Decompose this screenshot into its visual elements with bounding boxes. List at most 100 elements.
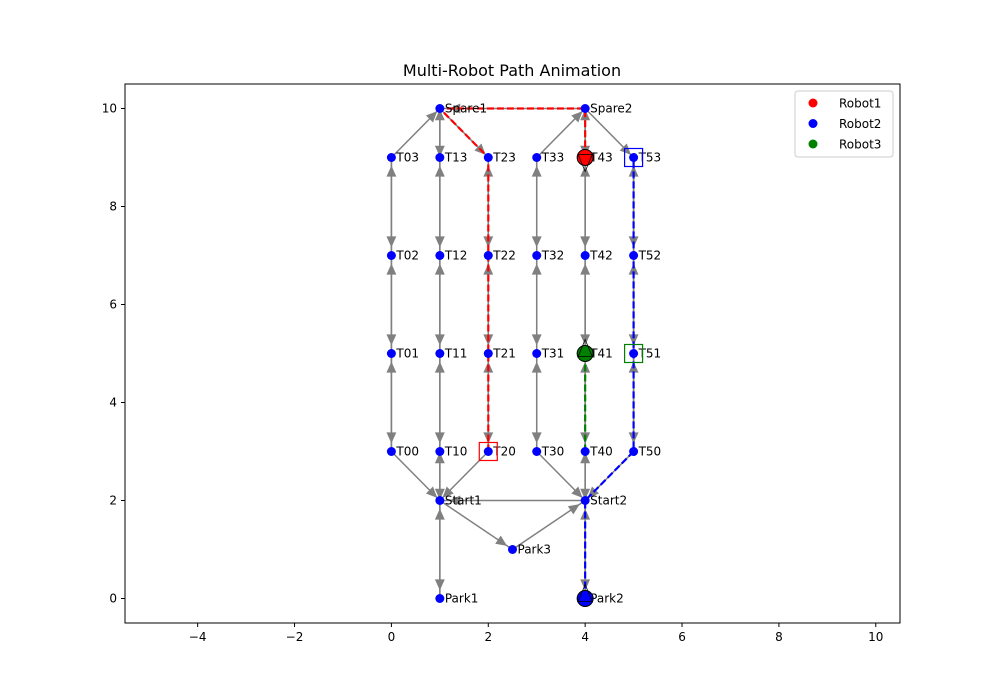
node-label-Park1: Park1 [445,592,479,606]
node-Park3 [508,545,517,554]
y-tick-label: 4 [109,396,117,410]
edge-arrow-T30-T31 [531,361,542,373]
legend-label-robot1: Robot1 [839,97,881,111]
edge-arrow-T20-Start1 [442,486,454,498]
node-label-Park3: Park3 [518,543,552,557]
edge-arrow-T12-T13 [434,165,445,177]
edge-arrow-Park1-Start1 [434,508,445,520]
edge-arrow-Spare2-Spare1 [449,103,461,114]
legend-marker-robot3 [808,139,818,149]
node-T50 [629,447,639,456]
node-T40 [580,447,590,456]
legend: Robot1 Robot2 Robot3 [794,90,894,158]
node-label-T20: T20 [492,445,516,459]
x-tick-label: 0 [388,630,396,644]
plot-area [124,83,901,624]
node-label-T40: T40 [589,445,613,459]
node-label-Start2: Start2 [590,494,627,508]
node-label-T50: T50 [638,445,662,459]
node-label-T01: T01 [395,347,419,361]
node-label-T42: T42 [589,249,613,263]
node-label-T33: T33 [541,151,565,165]
edge-arrow-T32-T33 [531,165,542,177]
y-tick-label: 10 [102,102,117,116]
axis-ticks: −4 −2 0 2 4 6 8 10 0 2 4 6 8 10 [102,102,884,645]
edge-arrow-Park3-Start2 [567,504,580,515]
node-label-T23: T23 [492,151,516,165]
node-T33 [532,153,542,162]
x-tick-label: 4 [581,630,589,644]
edge-arrow-T03-Spare1 [425,111,438,123]
node-T10 [435,447,445,456]
node-label-T00: T00 [395,445,419,459]
node-T02 [386,251,396,260]
node-label-T13: T13 [444,151,468,165]
edge-arrow-T01-T02 [386,263,397,275]
edge-arrow-Start1-T10 [434,452,445,464]
legend-marker-robot2 [808,119,818,128]
edge-arrow-Start2-Start1 [449,495,461,506]
node-label-T30: T30 [541,445,565,459]
node-T30 [532,447,542,456]
robot-heading-robot1 [577,154,593,173]
node-label-T02: T02 [395,249,419,263]
node-T32 [532,251,542,260]
y-tick-label: 0 [109,592,117,606]
node-T01 [386,349,396,358]
edge-arrow-Spare2-T53 [619,143,631,155]
x-tick-label: 6 [678,630,686,644]
node-label-T51: T51 [638,347,662,361]
node-Spare1 [435,104,445,113]
path-robot2 [584,157,635,599]
legend-marker-robot1 [808,98,818,108]
node-T11 [435,349,445,358]
node-T23 [483,153,493,162]
node-Park1 [435,594,445,603]
goal-robot2 [623,147,644,168]
legend-label-robot3: Robot3 [839,138,881,152]
node-T22 [483,251,493,260]
x-tick-label: 2 [484,630,492,644]
edge-arrow-Start1-Park3 [495,535,508,546]
node-T31 [532,349,542,358]
node-T13 [435,153,445,162]
node-label-T10: T10 [444,445,468,459]
edge-arrow-Start2-T40 [580,452,591,464]
edge-arrow-T10-T11 [434,361,445,373]
node-label-T43: T43 [589,151,613,165]
x-tick-label: −4 [189,630,207,644]
node-T42 [580,251,590,260]
edge-arrow-T30-Start2 [571,486,583,498]
y-tick-label: 6 [109,298,117,312]
node-label-T11: T11 [444,347,468,361]
robot-heading-robot2 [577,583,593,602]
node-Start2 [580,496,590,505]
node-label-T12: T12 [444,249,468,263]
node-Start1 [435,496,445,505]
node-T03 [386,153,396,162]
robot-markers [478,147,644,607]
node-label-T21: T21 [492,347,516,361]
goal-robot3 [623,343,644,364]
edge-arrow-T02-T03 [386,165,397,177]
edge-arrow-T00-T01 [386,361,397,373]
edge-arrow-T51-T52 [628,263,639,275]
y-tick-label: 8 [109,200,117,214]
node-T53 [629,153,639,162]
edge-arrow-T33-Spare2 [571,111,583,123]
node-label-T32: T32 [541,249,565,263]
node-label-Spare1: Spare1 [445,102,487,116]
edge-arrow-T31-T32 [531,263,542,275]
edge-arrow-T00-Start1 [425,486,438,498]
node-T52 [629,251,639,260]
node-T51 [629,349,639,358]
node-T12 [435,251,445,260]
node-T00 [386,447,396,456]
legend-box [794,90,894,158]
node-T20 [483,447,493,456]
node-label-T41: T41 [589,347,613,361]
node-label-Spare2: Spare2 [590,102,632,116]
node-label-T03: T03 [395,151,419,165]
edge-arrow-T11-T12 [434,263,445,275]
